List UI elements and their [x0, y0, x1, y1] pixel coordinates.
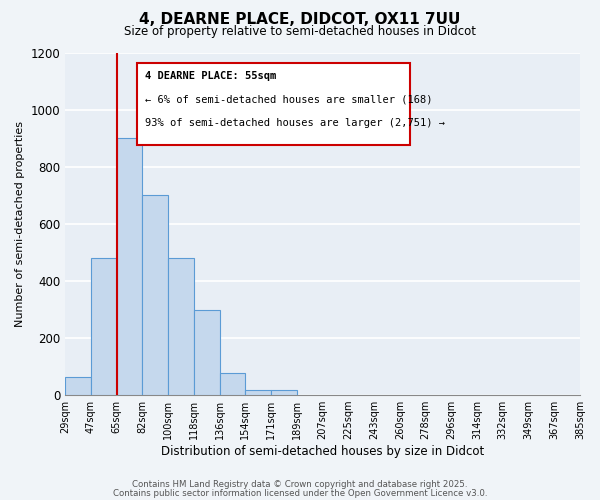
- Bar: [220, 373, 245, 394]
- Bar: [142, 195, 168, 394]
- Text: ← 6% of semi-detached houses are smaller (168): ← 6% of semi-detached houses are smaller…: [145, 95, 433, 105]
- Text: 93% of semi-detached houses are larger (2,751) →: 93% of semi-detached houses are larger (…: [145, 118, 445, 128]
- Bar: [168, 258, 194, 394]
- X-axis label: Distribution of semi-detached houses by size in Didcot: Distribution of semi-detached houses by …: [161, 444, 484, 458]
- Bar: [65, 378, 91, 394]
- Y-axis label: Number of semi-detached properties: Number of semi-detached properties: [15, 120, 25, 326]
- Bar: [116, 138, 142, 394]
- Text: Contains HM Land Registry data © Crown copyright and database right 2025.: Contains HM Land Registry data © Crown c…: [132, 480, 468, 489]
- Bar: [245, 390, 271, 394]
- Bar: [194, 310, 220, 394]
- Text: 4, DEARNE PLACE, DIDCOT, OX11 7UU: 4, DEARNE PLACE, DIDCOT, OX11 7UU: [139, 12, 461, 28]
- Text: Size of property relative to semi-detached houses in Didcot: Size of property relative to semi-detach…: [124, 25, 476, 38]
- FancyBboxPatch shape: [137, 63, 410, 145]
- Bar: [271, 390, 297, 394]
- Text: Contains public sector information licensed under the Open Government Licence v3: Contains public sector information licen…: [113, 489, 487, 498]
- Text: 4 DEARNE PLACE: 55sqm: 4 DEARNE PLACE: 55sqm: [145, 72, 276, 82]
- Bar: [91, 258, 116, 394]
